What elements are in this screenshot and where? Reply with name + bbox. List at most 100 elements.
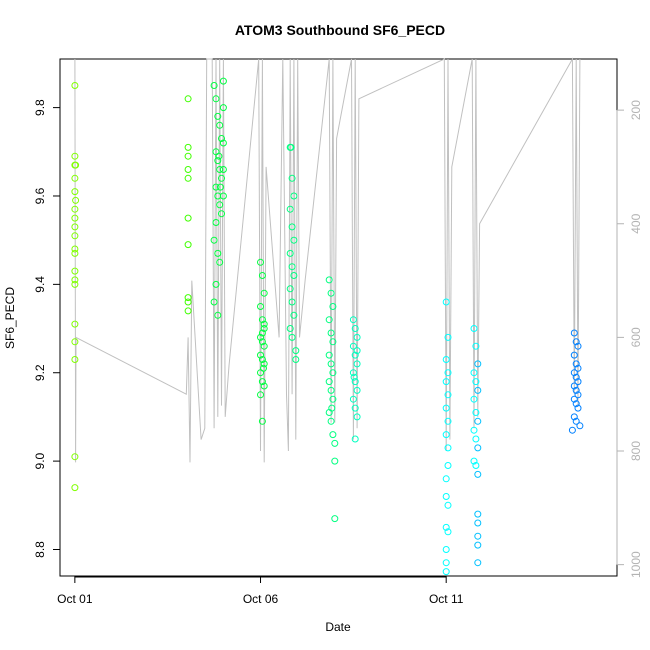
altitude-line [74,57,581,463]
data-point [257,303,264,310]
data-point [351,378,359,386]
data-point [71,188,79,196]
data-point [349,316,357,324]
data-point [219,192,227,200]
data-point [442,493,450,500]
data-point [353,333,361,341]
data-point [210,298,218,306]
x-tick-label: Oct 01 [57,592,93,606]
data-point [472,462,480,469]
data-point [71,174,79,182]
data-point [351,404,359,412]
data-point [286,205,294,213]
data-point [353,386,361,394]
data-point [351,435,359,443]
data-point [258,272,266,279]
data-point [572,386,580,394]
altitude-line-layer [74,57,581,463]
data-point [442,298,450,306]
data-point [351,325,359,332]
y-tick-label: 8.8 [33,541,47,558]
data-point [288,333,296,341]
data-point [258,338,266,346]
data-point [442,546,450,553]
data-point [71,320,79,328]
y2-tick-label: 200 [629,100,643,120]
data-point [572,338,580,346]
data-point [258,378,266,386]
data-point [349,395,357,403]
data-point [474,519,482,527]
data-point [71,249,79,257]
data-point [216,258,224,266]
data-point [474,510,482,518]
data-point [258,329,266,337]
data-point [442,404,450,412]
data-point [212,219,220,226]
data-point [474,386,482,394]
data-point [292,356,300,363]
data-point [568,426,576,434]
y-axis-label: SF6_PECD [3,287,17,349]
y2-tick-label: 800 [629,441,643,461]
data-point [260,364,267,372]
data-point [444,333,452,341]
data-point [260,289,268,297]
data-point [444,391,452,399]
data-point [184,95,192,103]
data-point [184,307,192,315]
data-point [570,382,578,390]
data-point [216,121,224,129]
data-point [350,373,358,381]
data-point [444,462,452,469]
x-tick-label: Oct 06 [243,592,279,606]
data-point [572,400,580,408]
data-point [325,378,333,386]
data-point [329,369,337,377]
data-point [260,342,268,350]
y-tick-label: 9.4 [33,276,47,293]
data-point [331,439,339,447]
data-point [292,347,300,355]
secondary-y-axis: 200 400 600 800 1000 [616,100,643,578]
data-point [572,373,580,381]
data-point [329,303,337,310]
data-point [257,351,264,359]
data-point [71,280,79,288]
y-tick-label: 9.0 [33,452,47,469]
data-point [444,528,452,536]
data-point [570,413,578,421]
data-point [472,342,480,350]
data-point [290,192,298,200]
data-point [184,214,192,222]
data-point [470,457,478,465]
data-point [214,157,222,165]
data-point [218,210,225,218]
data-point [327,329,335,337]
data-point [474,541,482,549]
data-point [212,95,220,103]
data-point [71,245,79,253]
data-point [288,223,296,231]
data-point [71,232,79,240]
data-point [184,241,192,249]
data-point [442,356,450,363]
data-point [327,360,335,368]
data-point [287,143,295,151]
data-point [258,356,266,363]
data-point [72,196,80,204]
data-point [353,347,361,355]
data-point [219,77,227,85]
data-point [71,214,79,222]
data-point [328,404,336,412]
data-point [570,351,578,359]
data-point [351,351,359,359]
data-point [570,329,578,337]
data-point [353,413,361,421]
data-point [331,515,339,523]
data-point [442,431,450,439]
data-point [288,174,296,182]
data-point [329,338,337,346]
